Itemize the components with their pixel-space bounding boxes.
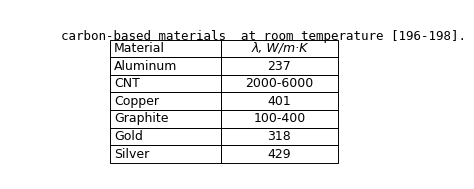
- Text: Aluminum: Aluminum: [114, 60, 177, 73]
- Bar: [220, 145, 338, 163]
- Text: 401: 401: [267, 95, 291, 108]
- Text: 100-400: 100-400: [253, 112, 306, 125]
- Bar: [109, 128, 220, 145]
- Bar: [220, 75, 338, 92]
- Text: Material: Material: [114, 42, 165, 55]
- Text: λ, W/m·K: λ, W/m·K: [251, 42, 308, 55]
- Bar: [220, 57, 338, 75]
- Bar: [109, 75, 220, 92]
- Bar: [109, 57, 220, 75]
- Text: Graphite: Graphite: [114, 112, 169, 125]
- Bar: [220, 40, 338, 57]
- Bar: [109, 110, 220, 128]
- Text: CNT: CNT: [114, 77, 140, 90]
- Text: 237: 237: [267, 60, 291, 73]
- Text: Silver: Silver: [114, 148, 149, 160]
- Bar: [220, 92, 338, 110]
- Bar: [109, 40, 220, 57]
- Bar: [109, 145, 220, 163]
- Bar: [109, 92, 220, 110]
- Text: carbon-based materials  at room temperature [196-198].: carbon-based materials at room temperatu…: [61, 30, 466, 43]
- Text: Gold: Gold: [114, 130, 143, 143]
- Bar: [220, 110, 338, 128]
- Text: 429: 429: [267, 148, 291, 160]
- Bar: [220, 128, 338, 145]
- Text: Copper: Copper: [114, 95, 159, 108]
- Text: 318: 318: [267, 130, 291, 143]
- Text: 2000-6000: 2000-6000: [245, 77, 313, 90]
